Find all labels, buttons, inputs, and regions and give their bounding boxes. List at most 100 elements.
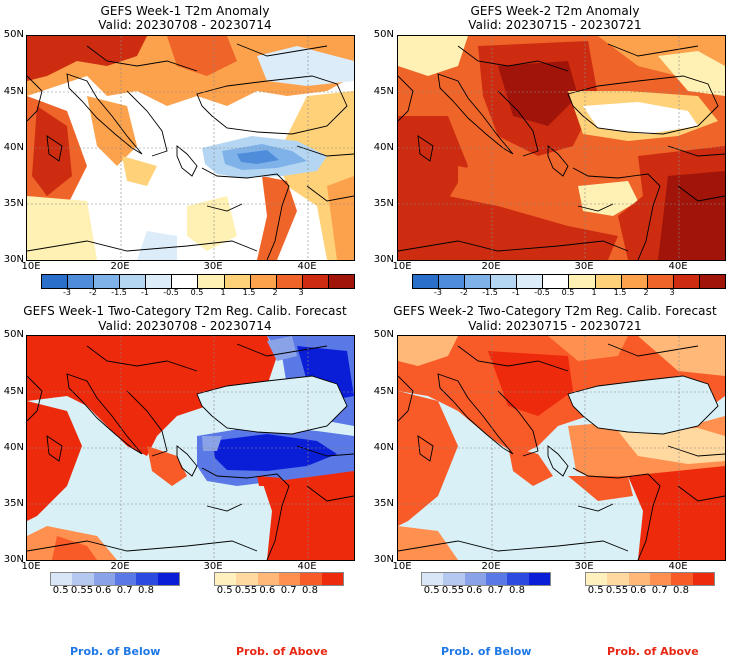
colorbar-swatch: [302, 275, 329, 288]
colorbar-tick-label: 0.6: [466, 585, 483, 596]
anomaly-colorbar-ticks: -3 -2 -1.5 -1 -0.5 0.5 1 1.5 2 3: [41, 289, 353, 299]
lon-label: 20E: [110, 561, 130, 572]
colorbar-tick-label: 0.5: [216, 585, 233, 596]
colorbar-swatch: [422, 573, 444, 585]
prob-above-colorbar: [585, 572, 715, 586]
colorbar-tick-label: -0.5: [534, 288, 550, 297]
lon-label: 40E: [668, 561, 688, 572]
panel-week2-anomaly: GEFS Week-2 T2m Anomaly Valid: 20230715 …: [370, 0, 740, 300]
colorbar-tick-label: -2: [89, 288, 97, 297]
colorbar-tick-label: 0.5: [52, 585, 69, 596]
colorbar-swatch: [671, 573, 693, 585]
colorbar-swatch: [443, 573, 465, 585]
map-week1-probability: [26, 335, 355, 561]
colorbar-swatch: [647, 275, 674, 288]
prob-below-ticks: 0.5 0.55 0.6 0.7 0.8: [38, 586, 166, 596]
colorbar-swatch: [543, 275, 570, 288]
map-week1-anomaly: [26, 35, 355, 261]
colorbar-swatch: [120, 275, 147, 288]
colorbar-swatch: [72, 573, 94, 585]
prob-above-ticks: 0.5 0.55 0.6 0.7 0.8: [202, 586, 330, 596]
colorbar-swatch: [224, 275, 251, 288]
colorbar-tick-label: 0.5: [190, 288, 204, 297]
colorbar-tick-label: 0.7: [487, 585, 504, 596]
lon-label: 10E: [392, 561, 412, 572]
colorbar-swatch: [114, 573, 137, 585]
lon-label: 30E: [574, 261, 594, 272]
colorbar-tick-label: -3: [434, 288, 442, 297]
colorbar-swatch: [278, 573, 301, 585]
colorbar-tick-label: 0.5: [587, 585, 604, 596]
colorbar-tick-label: 0.5: [423, 585, 440, 596]
colorbar-tick-label: -0.5: [163, 288, 179, 297]
colorbar-tick-label: 0.7: [280, 585, 297, 596]
colorbar-tick-label: 3: [298, 288, 304, 297]
lat-label: 35N: [3, 198, 24, 209]
colorbar-swatch: [413, 275, 440, 288]
lon-label: 40E: [297, 561, 317, 572]
lon-label: 30E: [203, 261, 223, 272]
colorbar-swatch: [236, 573, 258, 585]
colorbar-swatch: [136, 573, 158, 585]
colorbar-tick-label: 0.7: [116, 585, 133, 596]
legend-prob-above: Prob. of Above: [236, 645, 328, 658]
colorbar-swatch: [699, 275, 725, 288]
lat-label: 45N: [373, 386, 394, 397]
panel-title: GEFS Week-2 Two-Category T2m Reg. Calib.…: [393, 304, 717, 318]
colorbar-swatch: [628, 573, 650, 585]
lon-label: 20E: [481, 561, 501, 572]
colorbar-swatch: [157, 573, 179, 585]
prob-below-colorbar: [421, 572, 551, 586]
colorbar-tick-label: 1.5: [242, 288, 256, 297]
map-week2-anomaly: [397, 35, 726, 261]
colorbar-tick-label: -1.5: [111, 288, 127, 297]
colorbar-tick-label: 1.5: [613, 288, 627, 297]
lat-label: 40N: [3, 442, 24, 453]
lon-label: 20E: [110, 261, 130, 272]
prob-below-colorbar: [50, 572, 180, 586]
colorbar-swatch: [215, 573, 237, 585]
colorbar-tick-label: -2: [460, 288, 468, 297]
colorbar-swatch: [595, 275, 622, 288]
colorbar-tick-label: -1.5: [482, 288, 498, 297]
prob-below-ticks: 0.5 0.55 0.6 0.7 0.8: [409, 586, 537, 596]
lat-label: 50N: [3, 29, 24, 40]
map-week2-probability: [397, 335, 726, 561]
lat-label: 40N: [373, 442, 394, 453]
colorbar-swatch: [692, 573, 714, 585]
colorbar-tick-label: 0.55: [70, 585, 94, 596]
lat-label: 45N: [373, 86, 394, 97]
colorbar-swatch: [68, 275, 95, 288]
panel-week1-probability: GEFS Week-1 Two-Category T2m Reg. Calib.…: [0, 300, 370, 333]
lat-label: 50N: [373, 329, 394, 340]
lon-label: 10E: [21, 261, 41, 272]
panel-subtitle: Valid: 20230715 - 20230721: [468, 319, 642, 333]
colorbar-swatch: [93, 573, 115, 585]
anomaly-colorbar: [41, 274, 355, 289]
lat-label: 45N: [3, 386, 24, 397]
colorbar-swatch: [439, 275, 466, 288]
colorbar-tick-label: 0.55: [441, 585, 465, 596]
legend-prob-above: Prob. of Above: [607, 645, 699, 658]
lat-label: 30N: [3, 254, 24, 265]
lat-label: 30N: [3, 554, 24, 565]
lat-label: 35N: [373, 198, 394, 209]
lat-label: 35N: [3, 498, 24, 509]
lat-label: 40N: [373, 142, 394, 153]
lat-label: 30N: [373, 254, 394, 265]
legend-prob-below: Prob. of Below: [441, 645, 532, 658]
colorbar-tick-label: 0.55: [605, 585, 629, 596]
colorbar-swatch: [607, 573, 629, 585]
lon-label: 40E: [297, 261, 317, 272]
lon-label: 30E: [203, 561, 223, 572]
colorbar-swatch: [464, 573, 486, 585]
colorbar-swatch: [198, 275, 225, 288]
colorbar-swatch: [517, 275, 544, 288]
colorbar-swatch: [649, 573, 672, 585]
lon-label: 20E: [481, 261, 501, 272]
colorbar-tick-label: 0.6: [259, 585, 276, 596]
panel-title: GEFS Week-1 T2m Anomaly: [100, 4, 270, 18]
anomaly-colorbar-ticks: -3 -2 -1.5 -1 -0.5 0.5 1 1.5 2 3: [412, 289, 724, 299]
lon-label: 30E: [574, 561, 594, 572]
colorbar-swatch: [328, 275, 354, 288]
